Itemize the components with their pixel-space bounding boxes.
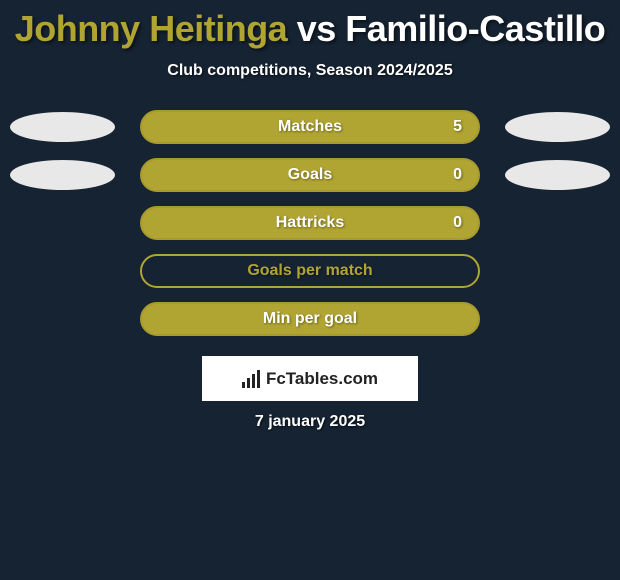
vs-text: vs (287, 8, 345, 49)
player1-ellipse (10, 112, 115, 142)
player2-ellipse (505, 160, 610, 190)
player2-name: Familio-Castillo (345, 8, 605, 49)
stat-bar: Goals per match (140, 254, 480, 288)
stats-area: Matches 5 Goals 0 Hattricks 0 Goals per match M… (0, 110, 620, 336)
player1-ellipse (10, 160, 115, 190)
stat-label: Min per goal (263, 310, 357, 328)
stat-row: Goals per match (0, 254, 620, 288)
stat-bar: Hattricks 0 (140, 206, 480, 240)
bars-icon (242, 370, 260, 388)
page-title: Johnny Heitinga vs Familio-Castillo (0, 8, 620, 50)
stat-value: 0 (453, 214, 462, 232)
stat-label: Goals per match (247, 262, 372, 280)
date-label: 7 january 2025 (0, 413, 620, 431)
stat-row: Goals 0 (0, 158, 620, 192)
stat-bar: Min per goal (140, 302, 480, 336)
stat-label: Hattricks (276, 214, 344, 232)
player2-ellipse (505, 112, 610, 142)
main-container: Johnny Heitinga vs Familio-Castillo Club… (0, 0, 620, 439)
stat-value: 5 (453, 118, 462, 136)
logo-text: FcTables.com (266, 369, 378, 389)
stat-label: Matches (278, 118, 342, 136)
stat-bar: Goals 0 (140, 158, 480, 192)
logo-box[interactable]: FcTables.com (202, 356, 418, 401)
player1-name: Johnny Heitinga (15, 8, 288, 49)
stat-row: Hattricks 0 (0, 206, 620, 240)
subtitle: Club competitions, Season 2024/2025 (0, 62, 620, 80)
stat-row: Matches 5 (0, 110, 620, 144)
stat-value: 0 (453, 166, 462, 184)
stat-label: Goals (288, 166, 332, 184)
stat-row: Min per goal (0, 302, 620, 336)
stat-bar: Matches 5 (140, 110, 480, 144)
